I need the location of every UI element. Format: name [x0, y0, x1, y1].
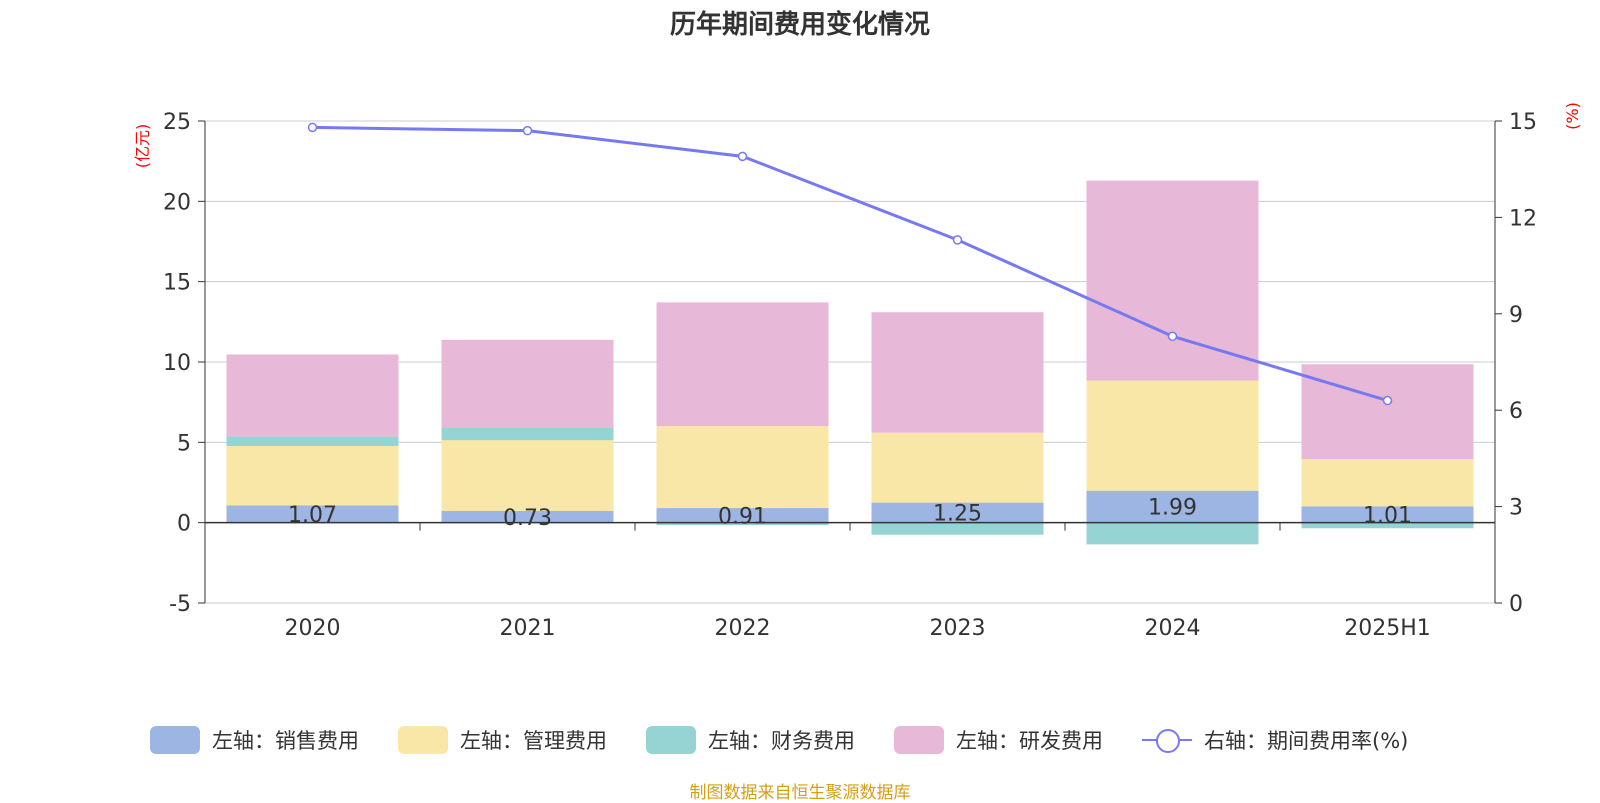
right-axis-tick-label: 9: [1509, 303, 1523, 328]
legend-line-marker-icon: [1142, 726, 1192, 754]
legend-swatch: [894, 726, 944, 754]
left-axis-unit-label: (亿元): [133, 124, 152, 169]
bar-segment: [441, 510, 614, 523]
rate-point: [1167, 331, 1178, 342]
bar-segment: [1301, 364, 1474, 460]
legend-label: 右轴：期间费用率(%): [1204, 729, 1409, 753]
x-axis-tick-label: 2024: [1145, 616, 1201, 641]
legend-label: 左轴：销售费用: [212, 729, 359, 753]
bar-segment: [656, 426, 829, 509]
right-axis-tick-label: 12: [1509, 206, 1537, 231]
chart-title: 历年期间费用变化情况: [669, 10, 930, 40]
axes: 25 20 15 10 5 0 -5 15 12 9 6 3 0 2020 2021 2022 2023 2024…: [133, 102, 1582, 641]
legend-item[interactable]: 左轴：销售费用: [150, 720, 359, 760]
legend: 左轴：销售费用 左轴：管理费用 左轴：财务费用 左轴：研发费用 右轴：期间费用率(%): [0, 720, 1600, 760]
left-axis-tick-label: 10: [163, 351, 191, 376]
bar-segment: [871, 432, 1044, 503]
right-axis-tick-label: 15: [1509, 110, 1537, 135]
left-axis-tick-label: 15: [163, 271, 191, 296]
legend-swatch: [398, 726, 448, 754]
bar-segment: [1086, 490, 1259, 523]
bar-segment: [656, 522, 829, 526]
labels: 1.07 0.73 0.91 1.25 1.99 1.01: [288, 496, 1412, 531]
left-axis-tick-label: 25: [163, 110, 191, 135]
left-axis-tick-label: 20: [163, 190, 191, 215]
bar-segment: [441, 427, 614, 441]
legend-item[interactable]: 左轴：财务费用: [646, 720, 855, 760]
x-axis-tick-label: 2021: [500, 616, 556, 641]
data-label: 1.99: [1148, 496, 1197, 521]
bar-segment: [1086, 180, 1259, 381]
data-label: 0.73: [503, 506, 552, 531]
bars: [226, 180, 1474, 545]
data-label: 1.25: [933, 502, 982, 527]
rate-point: [522, 125, 533, 136]
x-axis-tick-label: 2020: [285, 616, 341, 641]
legend-item[interactable]: 左轴：研发费用: [894, 720, 1103, 760]
right-axis-tick-label: 3: [1509, 496, 1523, 521]
bar-segment: [1086, 522, 1259, 545]
bar-segment: [656, 508, 829, 523]
data-label: 1.01: [1363, 504, 1412, 529]
bar-segment: [1086, 380, 1259, 491]
bar-segment: [226, 436, 399, 447]
left-axis-tick-label: 5: [177, 431, 191, 456]
legend-item[interactable]: 右轴：期间费用率(%): [1142, 720, 1408, 760]
legend-item[interactable]: 左轴：管理费用: [398, 720, 607, 760]
legend-label: 左轴：财务费用: [708, 729, 855, 753]
bar-segment: [441, 440, 614, 511]
left-axis-tick-label: 0: [177, 512, 191, 537]
data-label: 0.91: [718, 504, 767, 529]
rate-point: [952, 235, 963, 245]
legend-swatch: [150, 726, 200, 754]
rate-line: [307, 122, 1393, 406]
bar-segment: [871, 312, 1044, 433]
bar-segment: [441, 339, 614, 428]
bar-segment: [871, 522, 1044, 535]
bar-segment: [1301, 506, 1474, 523]
bar-segment: [226, 446, 399, 506]
legend-label: 左轴：管理费用: [460, 729, 607, 753]
bar-segment: [1301, 522, 1474, 529]
bar-segment: [871, 502, 1044, 523]
bar-segment: [1301, 459, 1474, 507]
right-axis-tick-label: 0: [1509, 592, 1523, 617]
rate-line-path: [312, 125, 1388, 402]
rate-point: [307, 122, 318, 133]
right-axis-tick-label: 6: [1509, 399, 1523, 424]
left-axis-tick-label: -5: [169, 592, 191, 617]
x-axis-tick-label: 2022: [715, 616, 771, 641]
rate-point: [1382, 395, 1393, 406]
bar-segment: [226, 354, 399, 437]
legend-swatch: [646, 726, 696, 754]
bar-segment: [656, 302, 829, 427]
data-label: 1.07: [288, 503, 337, 528]
rate-point: [737, 151, 748, 162]
right-axis-unit-label: (%): [1563, 102, 1582, 130]
bar-segment: [226, 505, 399, 523]
legend-label: 左轴：研发费用: [956, 729, 1103, 753]
x-axis-tick-label: 2025H1: [1344, 616, 1431, 641]
x-axis-tick-label: 2023: [930, 616, 986, 641]
source-note: 制图数据来自恒生聚源数据库: [689, 783, 911, 803]
